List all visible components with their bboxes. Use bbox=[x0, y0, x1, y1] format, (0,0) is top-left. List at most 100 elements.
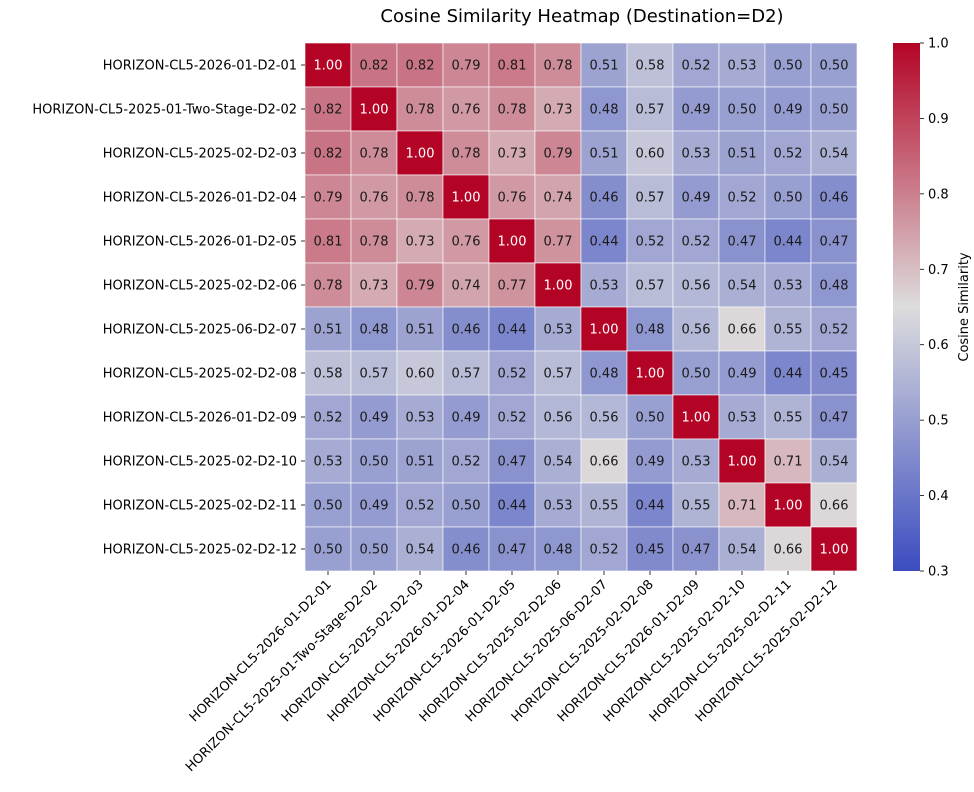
cell-value-label: 0.53 bbox=[590, 279, 619, 294]
cell-value-label: 0.53 bbox=[682, 147, 711, 162]
cell-value-label: 0.52 bbox=[774, 147, 803, 162]
cell-value-label: 0.78 bbox=[406, 103, 435, 118]
cell-value-label: 0.76 bbox=[498, 191, 527, 206]
row-label: HORIZON-CL5-2025-02-D2-03 bbox=[103, 147, 297, 162]
cell-value-label: 1.00 bbox=[636, 367, 665, 382]
cell-value-label: 0.45 bbox=[820, 367, 849, 382]
cell-value-label: 0.54 bbox=[544, 455, 573, 470]
cell-value-label: 0.52 bbox=[820, 323, 849, 338]
heatmap-cell bbox=[764, 306, 812, 352]
heatmap-cell bbox=[442, 350, 490, 396]
cell-value-label: 0.81 bbox=[498, 59, 527, 74]
heatmap-cell bbox=[764, 174, 812, 220]
heatmap-cell bbox=[810, 482, 858, 528]
cell-value-label: 0.53 bbox=[314, 455, 343, 470]
cell-value-label: 0.76 bbox=[360, 191, 389, 206]
heatmap-cell bbox=[580, 438, 628, 484]
cell-value-label: 0.60 bbox=[406, 367, 435, 382]
colorbar-tick-label: 0.3 bbox=[928, 565, 949, 580]
cell-value-label: 0.78 bbox=[360, 235, 389, 250]
heatmap-cell bbox=[442, 482, 490, 528]
heatmap-cell bbox=[810, 42, 858, 88]
cell-value-label: 0.52 bbox=[314, 411, 343, 426]
heatmap-cell bbox=[396, 306, 444, 352]
heatmap-cell bbox=[534, 262, 582, 308]
cell-value-label: 0.57 bbox=[452, 367, 481, 382]
cell-value-label: 0.46 bbox=[820, 191, 849, 206]
cell-value-label: 0.77 bbox=[544, 235, 573, 250]
colorbar-tick-label: 1.0 bbox=[928, 37, 949, 52]
colorbar-tick-label: 0.8 bbox=[928, 187, 949, 202]
cell-value-label: 0.73 bbox=[498, 147, 527, 162]
cell-value-label: 0.47 bbox=[498, 543, 527, 558]
heatmap-cell bbox=[442, 438, 490, 484]
heatmap-cell bbox=[304, 262, 352, 308]
row-label: HORIZON-CL5-2025-02-D2-11 bbox=[103, 499, 297, 514]
cell-value-label: 0.52 bbox=[406, 499, 435, 514]
cell-value-label: 0.51 bbox=[590, 59, 619, 74]
heatmap-cell bbox=[580, 174, 628, 220]
cell-value-label: 1.00 bbox=[360, 103, 389, 118]
cell-value-label: 0.44 bbox=[590, 235, 619, 250]
heatmap-cell bbox=[580, 218, 628, 264]
cell-value-label: 0.46 bbox=[452, 323, 481, 338]
cell-value-label: 1.00 bbox=[314, 59, 343, 74]
chart-title: Cosine Similarity Heatmap (Destination=D… bbox=[380, 6, 783, 27]
heatmap-cell bbox=[626, 438, 674, 484]
heatmap-cell bbox=[350, 482, 398, 528]
heatmap-cell bbox=[810, 306, 858, 352]
cell-value-label: 0.46 bbox=[452, 543, 481, 558]
cell-value-label: 0.81 bbox=[314, 235, 343, 250]
heatmap-cell bbox=[534, 306, 582, 352]
cell-value-label: 1.00 bbox=[498, 235, 527, 250]
heatmap-cell bbox=[304, 306, 352, 352]
heatmap-cell bbox=[810, 350, 858, 396]
cell-value-label: 0.46 bbox=[590, 191, 619, 206]
cell-value-label: 0.48 bbox=[590, 367, 619, 382]
heatmap-cell bbox=[718, 438, 766, 484]
heatmap-cell bbox=[534, 526, 582, 572]
heatmap-cell bbox=[626, 42, 674, 88]
heatmap-cell bbox=[350, 526, 398, 572]
cell-value-label: 0.55 bbox=[590, 499, 619, 514]
cell-value-label: 1.00 bbox=[728, 455, 757, 470]
cell-value-label: 0.73 bbox=[406, 235, 435, 250]
heatmap-cell bbox=[304, 86, 352, 132]
cell-value-label: 0.50 bbox=[452, 499, 481, 514]
cell-value-label: 0.57 bbox=[360, 367, 389, 382]
cell-value-label: 0.50 bbox=[774, 59, 803, 74]
cell-value-label: 0.55 bbox=[682, 499, 711, 514]
heatmap-cell bbox=[304, 394, 352, 440]
cell-value-label: 0.57 bbox=[636, 279, 665, 294]
heatmap-cell bbox=[580, 394, 628, 440]
cell-value-label: 1.00 bbox=[682, 411, 711, 426]
cell-value-label: 0.45 bbox=[636, 543, 665, 558]
cell-value-label: 0.71 bbox=[774, 455, 803, 470]
cell-value-label: 0.78 bbox=[498, 103, 527, 118]
cell-value-label: 0.78 bbox=[406, 191, 435, 206]
cell-value-label: 0.77 bbox=[498, 279, 527, 294]
heatmap-cell bbox=[580, 262, 628, 308]
heatmap-cells: 1.00 0.82 0.82 0.79 0.81 0.78 0.51 0.58 0.52 0.53… bbox=[304, 42, 858, 572]
cell-value-label: 0.49 bbox=[682, 103, 711, 118]
cell-value-label: 0.79 bbox=[452, 59, 481, 74]
heatmap-cell bbox=[580, 350, 628, 396]
cell-value-label: 0.47 bbox=[498, 455, 527, 470]
cell-value-label: 0.53 bbox=[544, 499, 573, 514]
cell-value-label: 0.73 bbox=[360, 279, 389, 294]
heatmap-cell bbox=[672, 306, 720, 352]
cell-value-label: 0.52 bbox=[682, 59, 711, 74]
cell-value-label: 0.66 bbox=[820, 499, 849, 514]
cell-value-label: 0.53 bbox=[682, 455, 711, 470]
heatmap-cell bbox=[764, 526, 812, 572]
cell-value-label: 0.58 bbox=[314, 367, 343, 382]
colorbar-label: Cosine Similarity bbox=[957, 252, 972, 362]
heatmap-cell bbox=[810, 438, 858, 484]
cell-value-label: 0.49 bbox=[360, 499, 389, 514]
heatmap-cell bbox=[304, 482, 352, 528]
heatmap-cell bbox=[580, 526, 628, 572]
heatmap-cell bbox=[350, 306, 398, 352]
heatmap-cell bbox=[626, 86, 674, 132]
cell-value-label: 0.53 bbox=[544, 323, 573, 338]
